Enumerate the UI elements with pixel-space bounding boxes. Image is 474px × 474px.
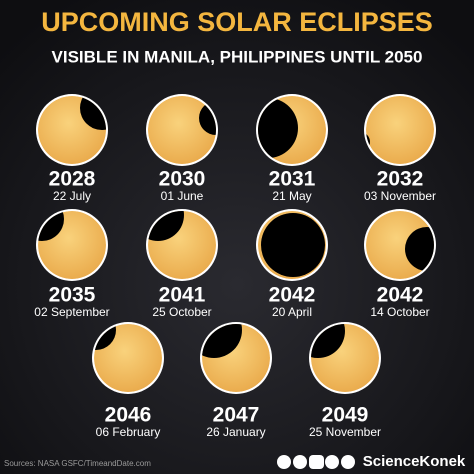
eclipse-year: 2042: [269, 284, 316, 307]
eclipse-date: 06 February: [96, 425, 161, 439]
eclipse-date: 03 November: [364, 189, 436, 203]
eclipse-disc: [256, 209, 328, 281]
eclipse-year: 2028: [49, 168, 96, 191]
eclipse-year: 2041: [159, 284, 206, 307]
subtitle: VISIBLE IN MANILA, PHILIPPINES UNTIL 205…: [52, 47, 423, 66]
eclipse-disc: [364, 94, 436, 166]
eclipse-year: 2030: [159, 168, 206, 191]
eclipse-year: 2049: [322, 404, 369, 427]
eclipse-disc: [364, 209, 436, 281]
eclipse-date: 25 November: [309, 425, 381, 439]
eclipse-year: 2042: [377, 284, 424, 307]
eclipse-year: 2047: [213, 404, 260, 427]
eclipse-date: 26 January: [206, 425, 265, 439]
eclipse-disc: [146, 94, 218, 166]
eclipse-date: 20 April: [272, 305, 312, 319]
eclipse-date: 02 September: [34, 305, 109, 319]
brand: ScienceKonek: [363, 453, 466, 470]
eclipse-year: 2031: [269, 168, 316, 191]
source: Sources: NASA GSFC/TimeandDate.com: [4, 459, 151, 468]
eclipse-year: 2032: [377, 168, 424, 191]
eclipse-date: 14 October: [370, 305, 429, 319]
social-icons: [277, 455, 355, 469]
eclipse-disc: [256, 94, 328, 166]
eclipse-date: 21 May: [272, 189, 311, 203]
eclipse-date: 01 June: [161, 189, 204, 203]
eclipse-date: 25 October: [152, 305, 211, 319]
title: UPCOMING SOLAR ECLIPSES: [41, 7, 433, 37]
eclipse-disc: [36, 209, 108, 281]
eclipse-year: 2035: [49, 284, 96, 307]
eclipse-date: 22 July: [53, 189, 91, 203]
eclipse-year: 2046: [105, 404, 152, 427]
eclipse-disc: [200, 322, 272, 394]
